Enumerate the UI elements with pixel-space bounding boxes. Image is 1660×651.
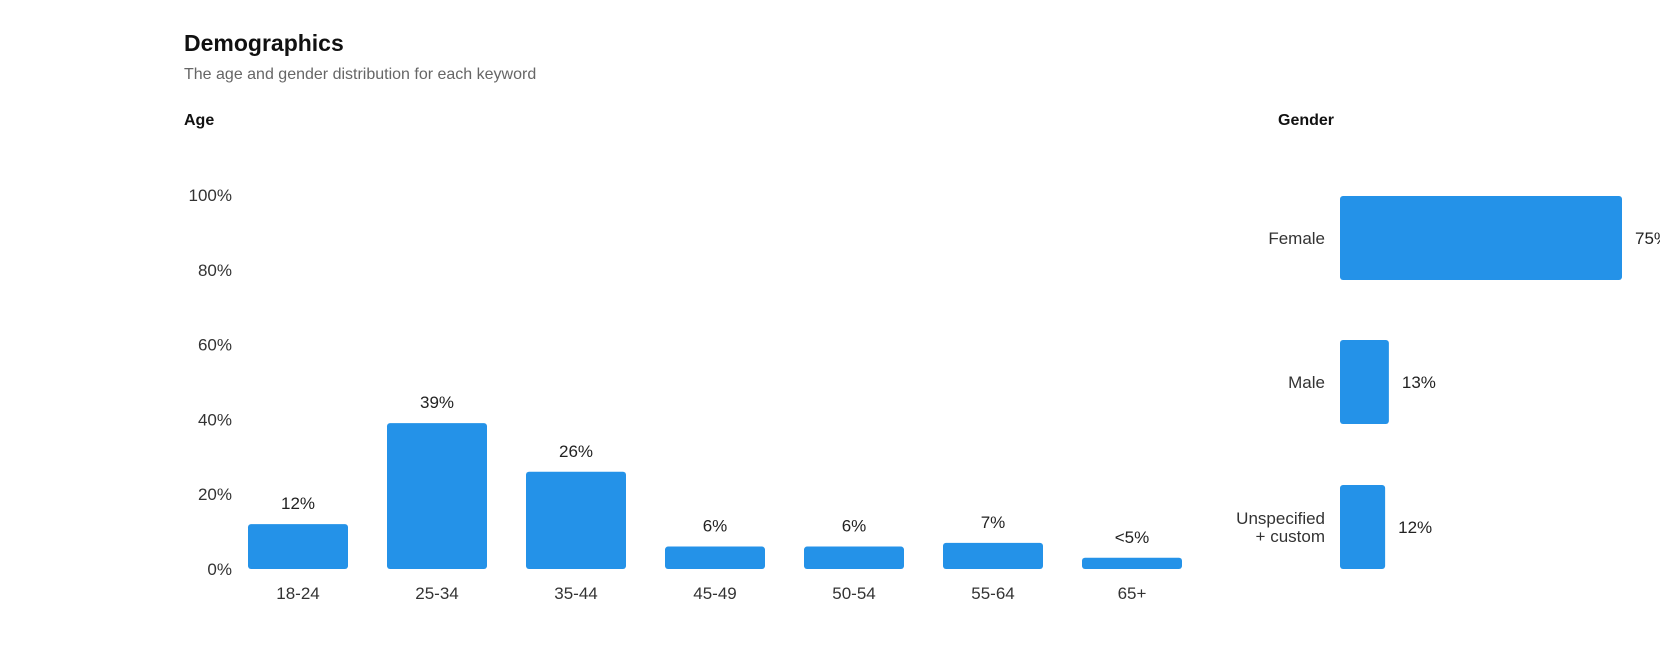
gender-bar: [1340, 340, 1389, 424]
age-bar: [526, 471, 626, 569]
age-bar-data-label: 26%: [559, 442, 593, 461]
age-bar: [387, 423, 487, 569]
age-bar: [665, 546, 765, 569]
gender-bar-data-label: 12%: [1398, 518, 1432, 537]
age-bar-chart: 0% 20% 40% 60% 80% 100% 12% 18-24 39% 25-34 26% 35-…: [189, 186, 1182, 603]
age-bar-data-label: 6%: [842, 517, 867, 536]
age-bar: [1082, 557, 1182, 569]
x-tick-label: 45-49: [693, 584, 736, 603]
y-tick-label: 40%: [198, 410, 232, 429]
age-bar-data-label: 39%: [420, 393, 454, 412]
x-tick-label: 18-24: [276, 584, 319, 603]
y-tick-label: 60%: [198, 336, 232, 355]
age-bar: [943, 542, 1043, 569]
page-subtitle: The age and gender distribution for each…: [184, 66, 537, 83]
age-bar-data-label: <5%: [1115, 528, 1150, 547]
page-title: Demographics: [184, 30, 344, 56]
x-tick-label: 55-64: [971, 584, 1014, 603]
x-tick-label: 50-54: [832, 584, 875, 603]
age-bar-data-label: 12%: [281, 494, 315, 513]
x-tick-label: 25-34: [415, 584, 458, 603]
gender-bar-data-label: 13%: [1402, 373, 1436, 392]
x-tick-label: 65+: [1118, 584, 1147, 603]
y-tick-label: 80%: [198, 261, 232, 280]
age-bar: [804, 546, 904, 569]
age-chart-title: Age: [184, 112, 215, 129]
gender-category-label: Female: [1268, 229, 1325, 248]
gender-bar-data-label: 75%: [1635, 229, 1660, 248]
gender-category-label: Unspecified + custom: [1236, 509, 1325, 546]
gender-category-label: Male: [1288, 373, 1325, 392]
gender-chart-title: Gender: [1278, 112, 1335, 129]
y-tick-label: 20%: [198, 485, 232, 504]
gender-bar: [1340, 196, 1622, 280]
age-bar: [248, 524, 348, 569]
age-bar-data-label: 6%: [703, 517, 728, 536]
y-tick-label: 0%: [207, 560, 232, 579]
age-bar-data-label: 7%: [981, 513, 1006, 532]
x-tick-label: 35-44: [554, 584, 597, 603]
gender-bar: [1340, 485, 1386, 569]
y-tick-label: 100%: [189, 186, 232, 205]
gender-bar-chart: 75% Female 13% Male 12% Unspecified+ custom: [1236, 196, 1660, 569]
